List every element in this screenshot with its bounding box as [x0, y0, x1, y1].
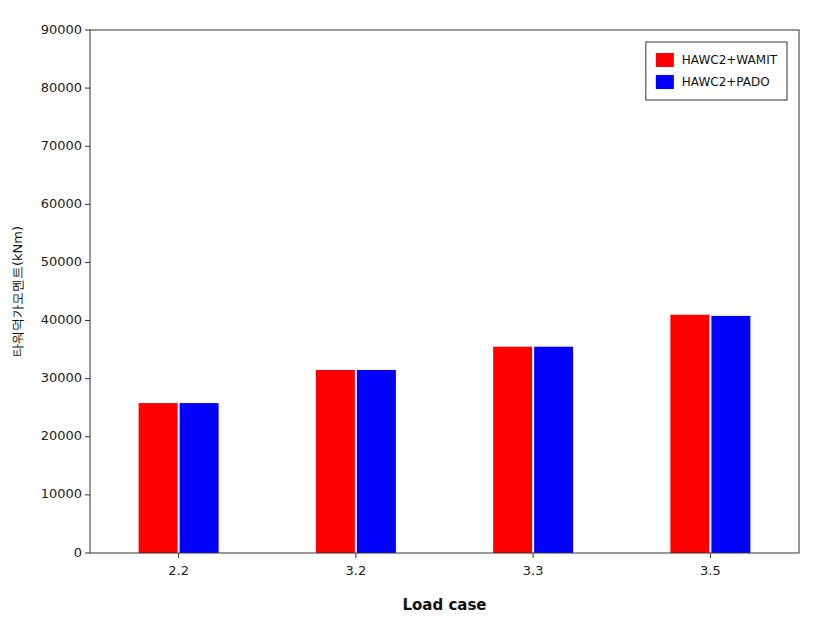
bar: [357, 370, 396, 553]
y-axis-label: 타워덕가모멘트(kNm): [10, 226, 25, 357]
bars: [139, 315, 751, 553]
legend-swatch: [656, 75, 674, 89]
x-tick-label: 3.2: [346, 563, 367, 578]
y-tick-label: 90000: [41, 22, 82, 37]
y-tick-label: 10000: [41, 486, 82, 501]
y-tick: [85, 553, 90, 554]
y-tick: [85, 146, 90, 147]
y-tick-label: 50000: [41, 254, 82, 269]
bar: [139, 403, 178, 553]
y-tick-label: 80000: [41, 80, 82, 95]
bar: [711, 316, 750, 553]
x-tick-label: 3.3: [523, 563, 544, 578]
y-tick: [85, 320, 90, 321]
y-tick-label: 20000: [41, 428, 82, 443]
legend-label: HAWC2+PADO: [682, 75, 770, 89]
bar: [493, 347, 532, 553]
x-tick: [178, 553, 179, 558]
x-tick-label: 2.2: [168, 563, 189, 578]
bar: [180, 403, 219, 553]
chart-svg: 0 10000 20000 30000 40000 50000 60000 70000 8000…: [0, 0, 819, 628]
x-tick: [710, 553, 711, 558]
x-tick-label: 3.5: [700, 563, 721, 578]
x-tick: [355, 553, 356, 558]
legend: HAWC2+WAMIT HAWC2+PADO: [646, 42, 787, 100]
y-tick-label: 0: [74, 545, 82, 560]
y-tick: [85, 30, 90, 31]
bar: [670, 315, 709, 553]
chart-container: 0 10000 20000 30000 40000 50000 60000 70000 8000…: [0, 0, 819, 628]
y-tick: [85, 262, 90, 263]
y-tick-label: 40000: [41, 312, 82, 327]
y-tick: [85, 204, 90, 205]
y-tick: [85, 494, 90, 495]
legend-label: HAWC2+WAMIT: [682, 53, 778, 67]
y-tick: [85, 378, 90, 379]
y-tick-label: 30000: [41, 370, 82, 385]
y-tick-label: 70000: [41, 138, 82, 153]
plot-frame: [90, 30, 799, 553]
bar: [534, 347, 573, 553]
bar: [316, 370, 355, 553]
y-tick-label: 60000: [41, 196, 82, 211]
x-tick: [533, 553, 534, 558]
y-tick: [85, 88, 90, 89]
legend-box: [646, 42, 787, 100]
legend-swatch: [656, 53, 674, 67]
x-axis-label: Load case: [402, 596, 486, 614]
y-tick: [85, 436, 90, 437]
